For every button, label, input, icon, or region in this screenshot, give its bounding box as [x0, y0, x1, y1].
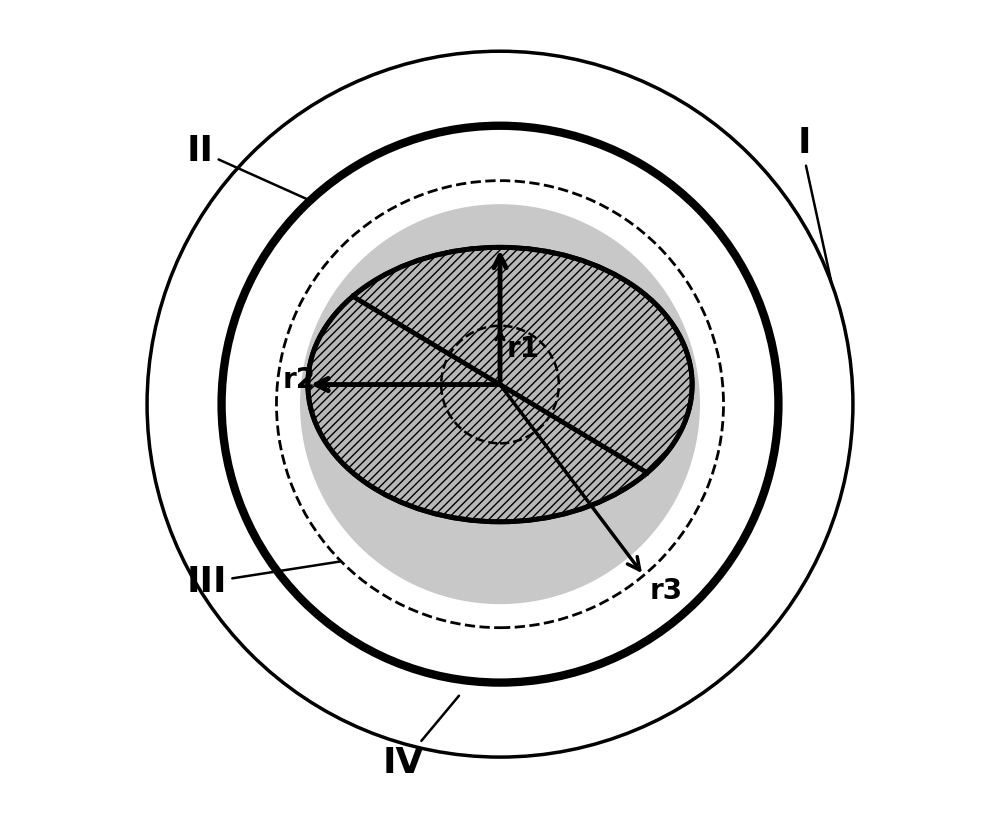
Ellipse shape [308, 247, 692, 522]
Circle shape [300, 204, 700, 604]
Text: II: II [186, 134, 308, 199]
Text: r3: r3 [650, 577, 683, 605]
Circle shape [222, 126, 778, 682]
Text: III: III [186, 561, 340, 599]
Text: r2: r2 [283, 367, 316, 395]
Text: IV: IV [382, 695, 459, 780]
Text: r1: r1 [506, 335, 539, 363]
Text: I: I [798, 126, 831, 281]
Circle shape [147, 51, 853, 757]
